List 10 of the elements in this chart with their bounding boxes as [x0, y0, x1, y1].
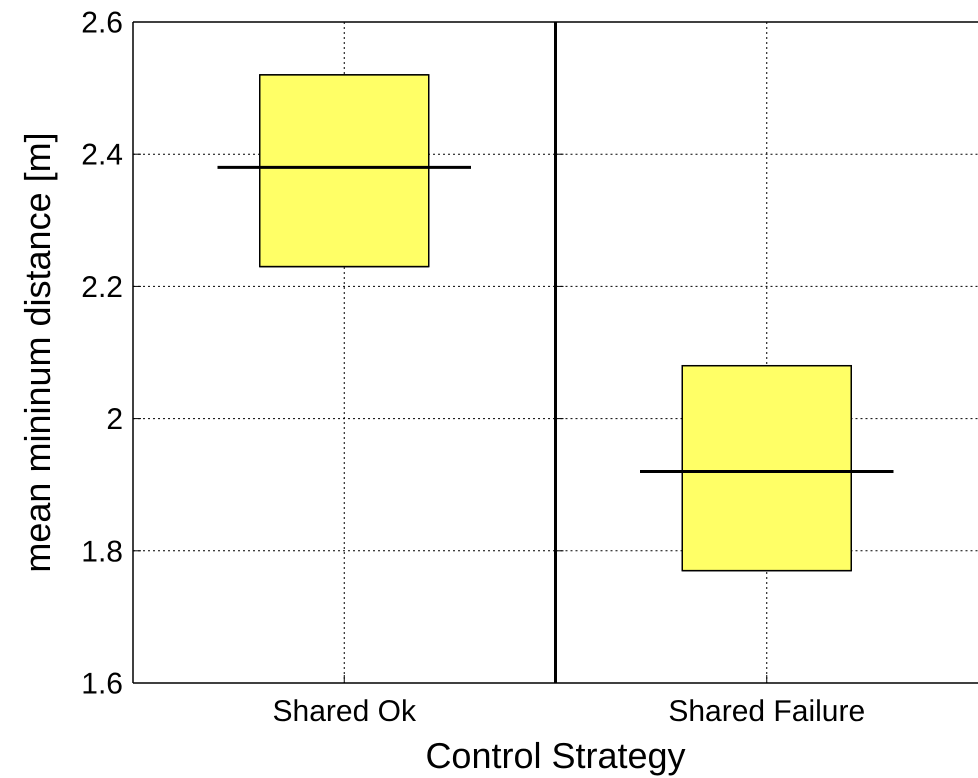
y-tick-label: 2.6 — [81, 6, 123, 40]
x-axis-title: Control Strategy — [425, 735, 686, 776]
y-axis-title: mean mininum distance [m] — [17, 132, 58, 573]
x-tick-label: Shared Failure — [668, 695, 866, 728]
y-tick-label: 1.6 — [81, 668, 123, 700]
y-tick-label: 2 — [106, 403, 123, 436]
y-tick-label: 1.8 — [81, 535, 123, 568]
y-tick-label: 2.2 — [81, 270, 123, 304]
y-tick-label: 2.4 — [81, 138, 123, 172]
x-tick-label: Shared Ok — [272, 695, 417, 728]
